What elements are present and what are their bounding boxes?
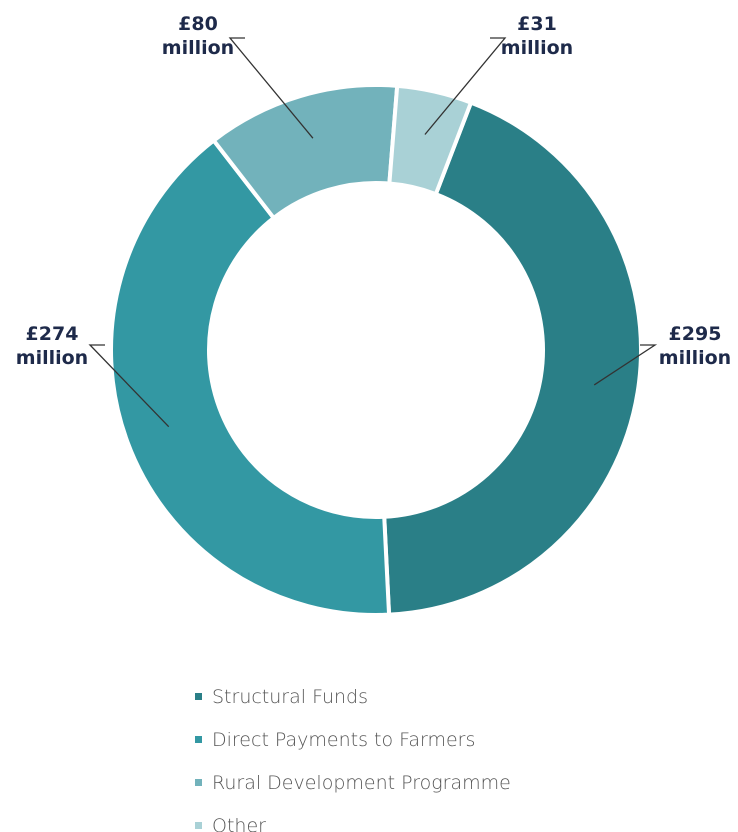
legend-item: Other — [195, 804, 511, 832]
legend: Structural Funds Direct Payments to Farme… — [195, 675, 511, 832]
value-label: £80 million — [161, 13, 235, 59]
donut-slice — [109, 137, 392, 617]
value-label: £274 million — [15, 323, 89, 369]
legend-item: Direct Payments to Farmers — [195, 718, 511, 761]
legend-label: Rural Development Programme — [212, 771, 511, 794]
legend-item: Rural Development Programme — [195, 761, 511, 804]
legend-swatch — [195, 779, 202, 786]
value-label: £31 million — [500, 13, 574, 59]
legend-swatch — [195, 822, 202, 829]
leader-line — [593, 344, 658, 386]
donut-slice — [382, 100, 643, 617]
value-label: £295 million — [658, 323, 732, 369]
legend-label: Other — [212, 814, 266, 832]
legend-swatch — [195, 693, 202, 700]
legend-label: Direct Payments to Farmers — [212, 728, 476, 751]
donut-slice — [387, 83, 474, 197]
leader-line — [88, 344, 170, 428]
leader-line — [228, 37, 314, 139]
leader-line — [424, 37, 507, 135]
legend-swatch — [195, 736, 202, 743]
legend-item: Structural Funds — [195, 675, 511, 718]
legend-label: Structural Funds — [212, 685, 369, 708]
